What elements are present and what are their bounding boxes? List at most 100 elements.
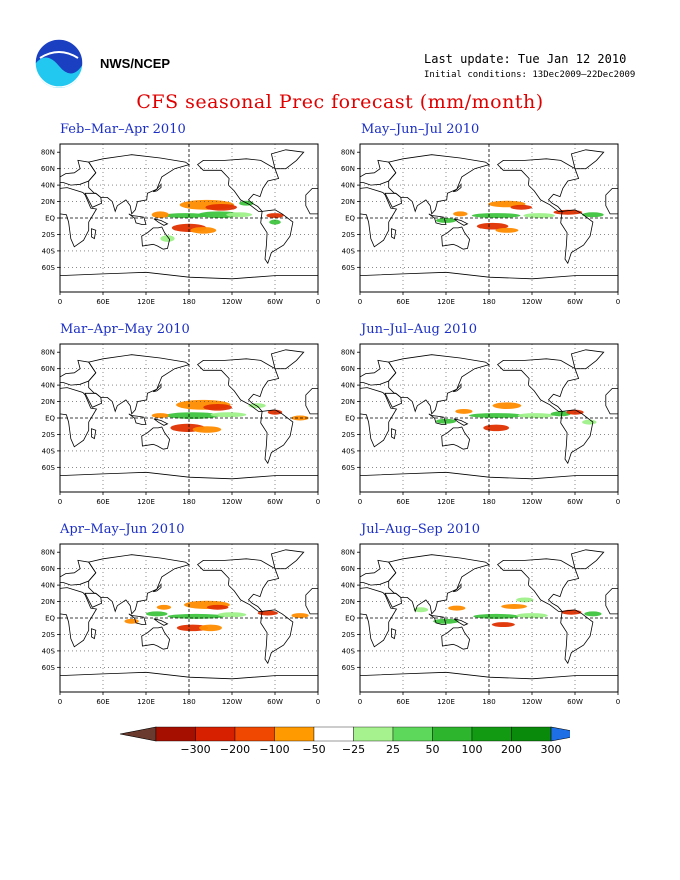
coastline-asia xyxy=(88,154,190,215)
coastline-australia xyxy=(141,426,171,450)
lon-tick-label: 120E xyxy=(137,498,155,506)
lon-tick-label: 180 xyxy=(482,698,495,706)
lat-tick-label: 60N xyxy=(41,565,55,573)
colorbar-swatch xyxy=(353,726,394,742)
coastline-japan xyxy=(452,383,462,393)
colorbar-swatch xyxy=(274,726,315,742)
lat-tick-label: EQ xyxy=(345,615,355,623)
lat-tick-label: 40S xyxy=(342,247,356,255)
coastline-africa xyxy=(60,187,98,248)
last-update-text: Last update: Tue Jan 12 2010 xyxy=(424,52,627,66)
lat-tick-label: 80N xyxy=(341,349,355,357)
lat-tick-label: 20S xyxy=(42,231,56,239)
coastline-antarctica xyxy=(360,471,618,492)
coastline-japan xyxy=(452,183,462,193)
precip-anomaly-region xyxy=(516,597,534,603)
colorbar-min-arrow xyxy=(119,726,157,742)
coastline-greenland xyxy=(570,349,605,370)
map-panel-mjj: 80N 60N 40N 20N EQ 20S 40S 60S 0 60E 120E 180 120W 60… xyxy=(341,143,620,306)
lat-tick-label: 20S xyxy=(342,231,356,239)
precip-anomaly-region xyxy=(199,624,222,632)
precip-anomaly-region xyxy=(269,219,281,225)
coastline-south-america xyxy=(260,209,294,265)
precip-anomaly-region xyxy=(192,426,222,433)
lon-tick-label: 60W xyxy=(267,698,283,706)
lon-tick-label: 120E xyxy=(437,298,455,306)
precip-anomaly-region xyxy=(455,408,473,414)
lon-tick-label: 120W xyxy=(222,698,242,706)
precip-anomaly-region xyxy=(516,613,548,618)
colorbar-swatch xyxy=(511,726,552,742)
coastline-south-america xyxy=(560,409,594,465)
coastline-madagascar xyxy=(91,228,97,240)
precip-anomaly-region xyxy=(226,212,253,218)
precip-anomaly-region xyxy=(483,424,510,432)
lat-tick-label: 40S xyxy=(342,447,356,455)
coastline-australia xyxy=(441,426,471,450)
colorbar-swatch xyxy=(471,726,512,742)
lat-tick-label: 60S xyxy=(342,464,356,472)
coastline-africa-west xyxy=(605,588,618,615)
lat-tick-label: 40N xyxy=(41,582,55,590)
lat-tick-label: EQ xyxy=(45,215,55,223)
coastline-africa-west xyxy=(305,588,318,615)
coastline-south-america xyxy=(560,609,594,665)
precip-anomaly-region xyxy=(448,605,466,611)
precip-anomaly-region xyxy=(510,204,532,210)
lat-tick-label: 60N xyxy=(341,565,355,573)
figure-title: CFS seasonal Prec forecast (mm/month) xyxy=(136,91,544,113)
lat-tick-label: 60S xyxy=(42,464,56,472)
colorbar-swatch xyxy=(234,726,275,742)
coastline-africa xyxy=(60,587,98,648)
panel-title-amj: Apr–May–Jun 2010 xyxy=(60,522,185,537)
lon-tick-label: 0 xyxy=(58,498,62,506)
precip-anomaly-region xyxy=(151,413,169,418)
coastline-north-america xyxy=(496,158,580,212)
precip-anomaly-region xyxy=(160,235,175,242)
map-panel-mam: 80N 60N 40N 20N EQ 20S 40S 60S 0 60E 120E 180 120W 60… xyxy=(41,343,320,506)
coastline-antarctica xyxy=(60,271,318,292)
coastline-antarctica xyxy=(360,671,618,692)
coastline-north-america xyxy=(496,558,580,612)
coastline-asia xyxy=(388,554,490,615)
lat-tick-label: 20N xyxy=(341,198,355,206)
lat-tick-label: 20N xyxy=(341,398,355,406)
colorbar-label: −50 xyxy=(302,743,325,756)
coastline-greenland xyxy=(270,149,305,170)
colorbar-label: 50 xyxy=(426,743,440,756)
lon-tick-label: 0 xyxy=(58,698,62,706)
lat-tick-label: 40N xyxy=(41,182,55,190)
coastline-asia xyxy=(88,554,190,615)
lat-tick-label: 20N xyxy=(41,198,55,206)
coastline-greenland xyxy=(270,349,305,370)
precip-anomaly-region xyxy=(165,412,220,419)
coastline-south-america xyxy=(260,609,294,665)
precip-anomaly-region xyxy=(473,613,520,619)
map-panel-jja: 80N 60N 40N 20N EQ 20S 40S 60S 0 60E 120E 180 120W 60… xyxy=(341,343,620,506)
coastline-africa xyxy=(360,187,398,248)
lon-tick-label: 0 xyxy=(358,498,362,506)
colorbar-label: 300 xyxy=(541,743,562,756)
lat-tick-label: 60S xyxy=(42,264,56,272)
lat-tick-label: 80N xyxy=(341,549,355,557)
coastline-new-guinea xyxy=(453,418,469,426)
coastline-south-america xyxy=(560,209,594,265)
lon-tick-label: 180 xyxy=(182,698,195,706)
coastline-arabia xyxy=(384,592,403,608)
lon-tick-label: 180 xyxy=(182,298,195,306)
coastline-antarctica xyxy=(60,471,318,492)
precip-anomaly-region xyxy=(146,611,168,617)
coastline-australia xyxy=(141,226,171,250)
lat-tick-label: EQ xyxy=(345,415,355,423)
organization-label: NWS/NCEP xyxy=(100,56,171,71)
coastline-africa-west xyxy=(605,388,618,415)
coastline-japan xyxy=(152,183,162,193)
panel-title-mam: Mar–Apr–May 2010 xyxy=(60,322,190,337)
coastline-japan xyxy=(452,583,462,593)
lon-tick-label: 0 xyxy=(358,698,362,706)
lat-tick-label: 40S xyxy=(342,647,356,655)
precip-anomaly-region xyxy=(167,613,225,619)
colorbar-max-arrow xyxy=(550,726,570,742)
colorbar-label: 200 xyxy=(501,743,522,756)
coastline-madagascar xyxy=(91,428,97,440)
